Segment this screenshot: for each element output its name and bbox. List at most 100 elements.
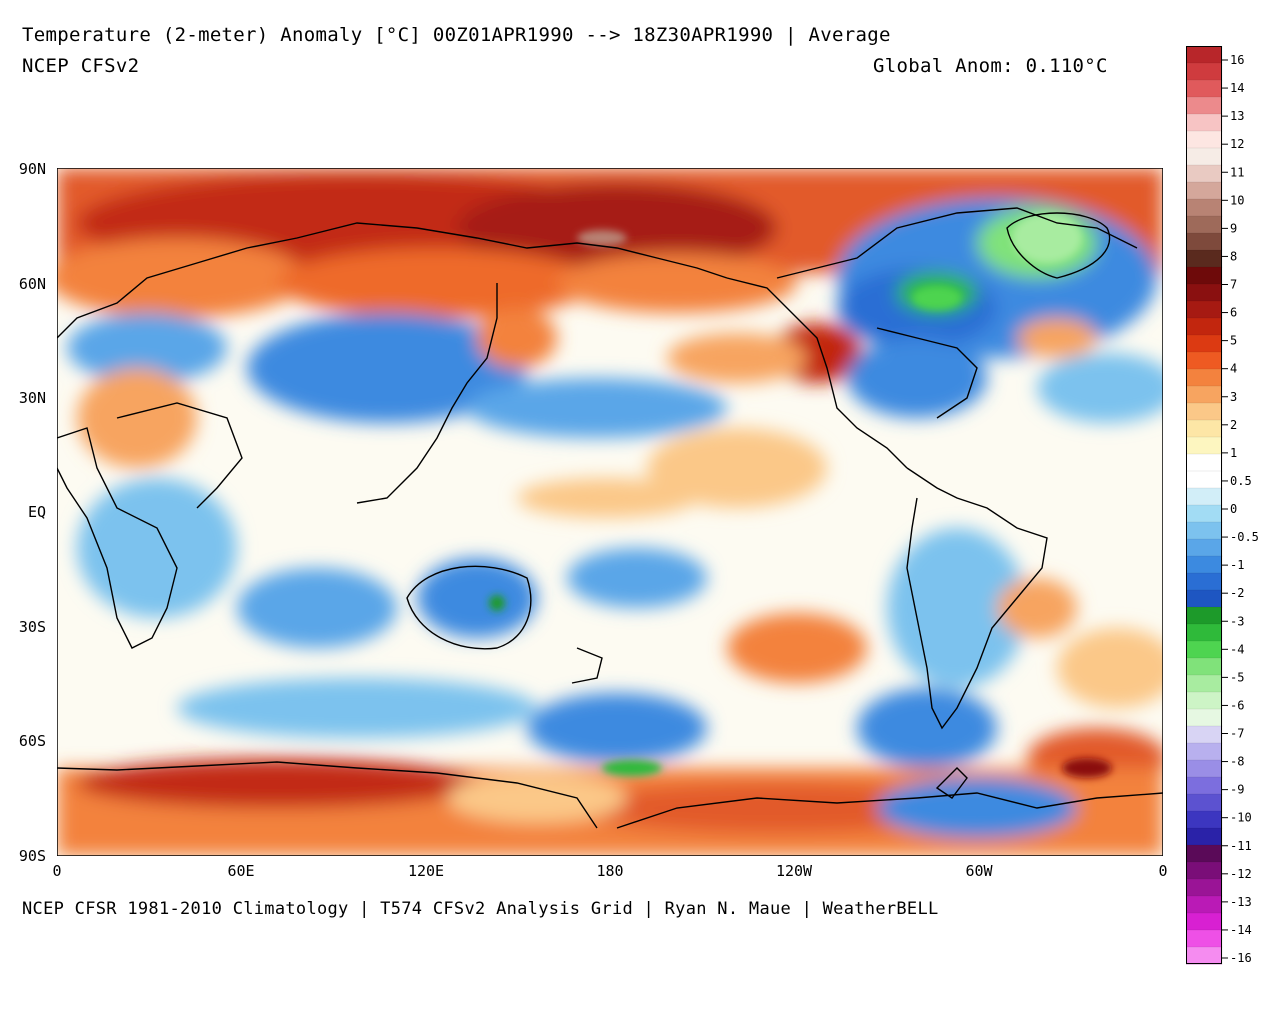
- colorbar-swatch: [1186, 946, 1223, 965]
- colorbar-label: -8: [1230, 755, 1244, 769]
- lat-label-90n: 90N: [18, 160, 46, 178]
- colorbar-swatch: [1186, 674, 1223, 693]
- colorbar-label: -1: [1230, 558, 1244, 572]
- colorbar-swatch: [1186, 266, 1223, 285]
- colorbar-label: 13: [1230, 109, 1244, 123]
- colorbar-swatch: [1186, 249, 1223, 268]
- colorbar-label: -14: [1230, 923, 1252, 937]
- colorbar-label: -4: [1230, 642, 1244, 656]
- colorbar-swatch: [1186, 589, 1223, 608]
- colorbar-label: -7: [1230, 727, 1244, 741]
- colorbar-swatch: [1186, 453, 1223, 472]
- colorbar-swatch: [1186, 810, 1223, 829]
- colorbar-swatch: [1186, 708, 1223, 727]
- anomaly-highlights: [489, 213, 1112, 778]
- colorbar-swatch: [1186, 300, 1223, 319]
- lat-label-60s: 60S: [18, 732, 46, 750]
- colorbar-label: 10: [1230, 193, 1244, 207]
- colorbar-swatch: [1186, 46, 1223, 64]
- colorbar-swatch: [1186, 198, 1223, 217]
- colorbar-swatch: [1186, 402, 1223, 421]
- lon-label-120e: 120E: [407, 862, 445, 880]
- colorbar-label: 6: [1230, 306, 1237, 320]
- colorbar-label: 2: [1230, 418, 1237, 432]
- colorbar-swatch: [1186, 147, 1223, 166]
- colorbar-swatch: [1186, 385, 1223, 404]
- colorbar-swatch: [1186, 657, 1223, 676]
- colorbar-label: 8: [1230, 249, 1237, 263]
- colorbar-swatch: [1186, 113, 1223, 132]
- map-title: Temperature (2-meter) Anomaly [°C] 00Z01…: [22, 24, 891, 46]
- colorbar-swatch: [1186, 96, 1223, 115]
- colorbar-swatch: [1186, 793, 1223, 812]
- colorbar-swatch: [1186, 929, 1223, 948]
- lon-label-60w: 60W: [965, 862, 993, 880]
- colorbar-swatch: [1186, 317, 1223, 336]
- colorbar-label: 16: [1230, 53, 1244, 67]
- colorbar-swatch: [1186, 504, 1223, 523]
- lat-label-30s: 30S: [18, 618, 46, 636]
- colorbar-swatch: [1186, 538, 1223, 557]
- colorbar-swatch: [1186, 572, 1223, 591]
- colorbar-label: 14: [1230, 81, 1244, 95]
- lat-label-90s: 90S: [18, 847, 46, 865]
- colorbar-label: 0.5: [1230, 474, 1252, 488]
- colorbar-swatch: [1186, 776, 1223, 795]
- colorbar-swatch: [1186, 521, 1223, 540]
- colorbar-swatch: [1186, 725, 1223, 744]
- lat-label-60n: 60N: [18, 275, 46, 293]
- colorbar-swatch: [1186, 130, 1223, 149]
- footer-credits: NCEP CFSR 1981-2010 Climatology | T574 C…: [22, 899, 939, 919]
- lon-label-0-east: 0: [1158, 862, 1168, 880]
- colorbar-swatch: [1186, 691, 1223, 710]
- colorbar-swatch: [1186, 283, 1223, 302]
- colorbar-swatch: [1186, 606, 1223, 625]
- colorbar-label: 9: [1230, 221, 1237, 235]
- colorbar-label: -16: [1230, 951, 1252, 965]
- colorbar-swatch: [1186, 351, 1223, 370]
- model-name: NCEP CFSv2: [22, 55, 140, 77]
- lon-label-120w: 120W: [775, 862, 813, 880]
- lon-label-60e: 60E: [227, 862, 255, 880]
- colorbar-swatch: [1186, 623, 1223, 642]
- colorbar-label: -3: [1230, 614, 1244, 628]
- colorbar-label: -5: [1230, 670, 1244, 684]
- colorbar-swatch: [1186, 742, 1223, 761]
- lon-label-180: 180: [596, 862, 624, 880]
- colorbar-swatch: [1186, 827, 1223, 846]
- colorbar-label: 3: [1230, 390, 1237, 404]
- colorbar-swatch: [1186, 215, 1223, 234]
- colorbar-label: -2: [1230, 586, 1244, 600]
- colorbar-legend: 16 14 13 12 11 10 9 8 7 6 5 4 3 2 1 0.5 0 -0.5 -1 -2 -3 -4 -5 -…: [1186, 46, 1259, 965]
- colorbar-swatch: [1186, 334, 1223, 353]
- colorbar-swatch: [1186, 62, 1223, 81]
- colorbar-swatch: [1186, 912, 1223, 931]
- colorbar-label: 7: [1230, 278, 1237, 292]
- colorbar-swatch: [1186, 436, 1223, 455]
- colorbar-label: -13: [1230, 895, 1252, 909]
- anomaly-map: [57, 168, 1163, 856]
- colorbar-swatch: [1186, 759, 1223, 778]
- colorbar-swatch: [1186, 419, 1223, 438]
- colorbar-label: 0: [1230, 502, 1237, 516]
- colorbar-label: -0.5: [1230, 530, 1259, 544]
- lat-label-30n: 30N: [18, 389, 46, 407]
- lat-label-eq: EQ: [27, 503, 46, 521]
- colorbar-swatch: [1186, 878, 1223, 897]
- colorbar-swatch: [1186, 487, 1223, 506]
- colorbar-swatch: [1186, 555, 1223, 574]
- anomaly-field: [57, 168, 1163, 856]
- colorbar-label: 12: [1230, 137, 1244, 151]
- colorbar-swatch: [1186, 164, 1223, 183]
- colorbar-swatch: [1186, 79, 1223, 98]
- colorbar-label: -11: [1230, 839, 1252, 853]
- colorbar-label: 4: [1230, 362, 1237, 376]
- coastlines: [57, 207, 1163, 829]
- colorbar-swatch: [1186, 368, 1223, 387]
- global-anomaly-value: Global Anom: 0.110°C: [873, 55, 1108, 77]
- colorbar-swatch: [1186, 640, 1223, 659]
- colorbar-swatch: [1186, 895, 1223, 914]
- colorbar-swatch: [1186, 232, 1223, 251]
- colorbar-swatch: [1186, 844, 1223, 863]
- colorbar-swatch: [1186, 470, 1223, 489]
